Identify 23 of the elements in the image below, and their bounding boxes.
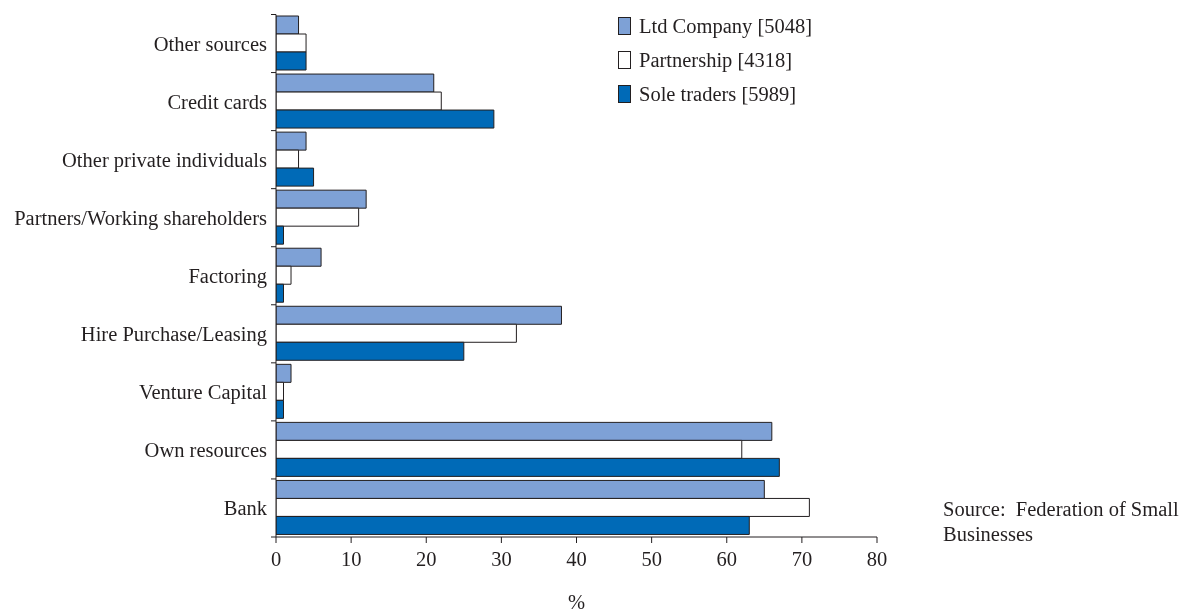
y-tick-label: Other sources [153, 32, 268, 55]
x-axis-title: % [567, 591, 586, 611]
y-tick-label: Credit cards [167, 90, 268, 113]
legend-label: Sole traders [5989] [639, 82, 797, 106]
y-tick-label: Factoring [188, 264, 267, 288]
x-tick-label: 70 [791, 547, 813, 570]
x-tick-label: 80 [866, 547, 888, 570]
y-tick-label: Venture Capital [138, 380, 268, 404]
y-tick-label: Other private individuals [62, 148, 268, 172]
x-tick-label: 30 [491, 547, 512, 570]
x-tick-label: 20 [416, 547, 437, 570]
y-tick-label: Bank [223, 496, 268, 519]
y-tick-label: Own resources [144, 438, 268, 461]
y-tick-label: Partners/Working shareholders [14, 206, 268, 230]
x-tick-label: 10 [340, 547, 362, 570]
x-tick-label: 40 [566, 547, 587, 570]
y-tick-label: Hire Purchase/Leasing [80, 322, 267, 346]
x-tick-label: 50 [641, 547, 662, 570]
x-tick-label: 60 [716, 547, 737, 570]
x-tick-label: 0 [270, 547, 282, 570]
legend-label: Partnership [4318] [639, 48, 793, 72]
source-note: Source: Federation of Small Businesses [943, 497, 1180, 547]
legend-label: Ltd Company [5048] [639, 14, 813, 38]
